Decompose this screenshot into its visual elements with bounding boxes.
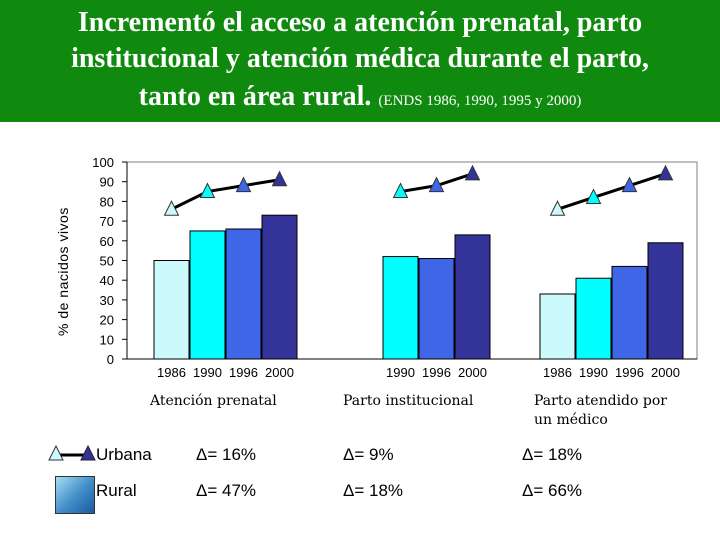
y-tick-label: 30 [100,293,114,308]
delta-urbana-institucional: Δ= 9% [343,445,394,464]
legend-rural-label: Rural [96,481,137,500]
title-line-3-text: tanto en área rural. [138,81,372,112]
legend-urbana-marker-open [48,444,64,461]
x-tick-label: 1996 [422,365,451,380]
bar-rural-0-2000 [261,214,298,360]
point-urbana-0-1990 [199,182,216,199]
point-urbana-0-1986 [163,200,180,216]
urbana-line-2 [557,172,666,211]
delta-urbana-medico: Δ= 18% [522,445,583,464]
y-axis-label: % de nacidos vivos [55,207,71,336]
title-source: (ENDS 1986, 1990, 1995 y 2000) [378,93,582,109]
point-urbana-1-2000 [464,164,481,181]
y-tick-label: 40 [100,273,114,288]
x-tick-label: 1986 [543,365,572,380]
point-urbana-2-1990 [585,188,602,204]
legend-urbana-symbol [48,444,96,461]
point-urbana-1-1990 [392,182,409,199]
x-tick-label: 1996 [229,365,258,380]
point-urbana-1-1996 [428,176,445,193]
delta-urbana-prenatal: Δ= 16% [196,445,257,464]
point-urbana-0-2000 [271,170,288,187]
y-tick-label: 0 [107,352,114,367]
x-tick-label: 2000 [651,365,680,380]
y-tick-label: 50 [100,254,114,269]
x-tick-label: 1990 [579,365,608,380]
x-tick-label: 1990 [193,365,222,380]
y-tick-label: 80 [100,194,114,209]
title-line-3: tanto en área rural. (ENDS 1986, 1990, 1… [0,79,720,119]
bar-chart: 0 10 20 30 40 50 60 70 80 90 100 1986 1990 1996 2000 19… [92,155,698,380]
y-tick-label: 20 [100,313,114,328]
title-line-1: Incrementó el acceso a atención prenatal… [77,7,643,38]
bar-rural-2-1990 [575,277,612,360]
group-label-parto-institucional: Parto institucional [343,393,474,409]
bar-rural-0-1986 [153,260,190,360]
bar-rural-0-1990 [189,230,226,360]
delta-rural-prenatal: Δ= 47% [196,481,257,500]
legend-rural-swatch [55,476,95,514]
y-tick-label: 90 [100,175,114,190]
bar-rural-0-1996 [225,228,262,360]
delta-rural-medico: Δ= 66% [522,481,583,500]
urbana-line-0 [170,178,280,211]
point-urbana-0-1996 [235,176,252,193]
bar-rural-2-1986 [539,293,576,360]
point-urbana-2-1996 [621,176,638,193]
point-urbana-2-2000 [657,164,674,181]
legend-urbana-label: Urbana [96,445,152,464]
point-urbana-2-1986 [549,200,566,216]
legend-urbana-marker-filled [80,444,96,461]
y-tick-label: 60 [100,234,114,249]
bar-rural-2-1996 [611,265,648,360]
y-tick-label: 100 [92,155,114,170]
bar-rural-2-2000 [647,242,684,360]
x-tick-label: 1986 [157,365,186,380]
bar-rural-1-2000 [454,234,491,360]
group-label-parto-medico: Parto atendido por un médico [534,393,667,428]
x-tick-label: 2000 [458,365,487,380]
x-tick-label: 1990 [386,365,415,380]
delta-rural-institucional: Δ= 18% [343,481,404,500]
bar-rural-1-1996 [418,258,455,360]
y-tick-label: 70 [100,214,114,229]
bar-rural-1-1990 [382,256,419,360]
group-label-prenatal: Atención prenatal [150,393,277,409]
y-tick-label: 10 [100,332,114,347]
x-tick-label: 1996 [615,365,644,380]
title-banner: Incrementó el acceso a atención prenatal… [0,0,720,122]
x-tick-label: 2000 [265,365,294,380]
title-line-2: institucional y atención médica durante … [71,43,649,74]
